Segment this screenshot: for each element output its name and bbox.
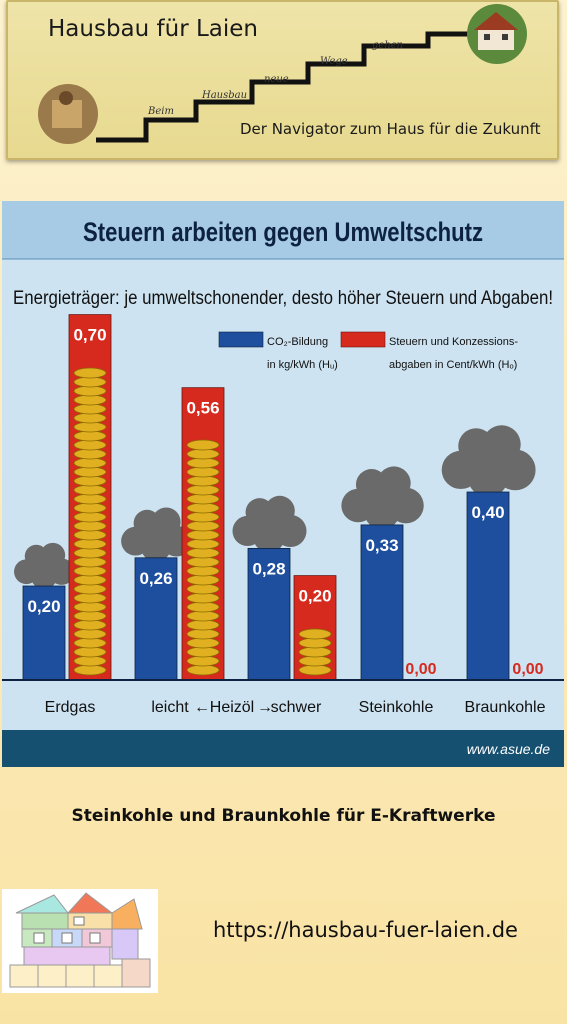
stairs-graphic xyxy=(38,4,527,144)
stair-word-5: gehen xyxy=(372,40,404,51)
category-label-braunkohle: Braunkohle xyxy=(465,699,546,716)
stair-word-3: neue xyxy=(264,74,289,85)
co2-bar xyxy=(22,585,66,681)
co2-value-label: 0,28 xyxy=(252,559,285,578)
smoke-cloud-icon xyxy=(341,466,424,530)
source-band xyxy=(2,730,564,767)
coin-stack-icon xyxy=(186,439,220,676)
arrow-right-icon: → xyxy=(257,699,273,716)
legend-label-co2-2: in kg/kWh (Hᵤ) xyxy=(267,359,338,371)
category-label-leicht: leicht xyxy=(151,699,189,716)
co2-bar xyxy=(360,524,404,681)
co2-bar xyxy=(134,557,178,681)
category-label-steinkohle: Steinkohle xyxy=(359,699,434,716)
category-label-schwer: schwer xyxy=(271,699,322,716)
bars-layer: 0,20 0,26 0,28 0,33 0,40 0,70 0,56 0,20 0,00 0,00 xyxy=(14,314,544,681)
header-banner: Hausbau für Laien Beim Hausbau neue Wege… xyxy=(6,0,559,160)
tax-value-label: 0,70 xyxy=(73,326,106,345)
tax-value-label: 0,56 xyxy=(186,399,219,418)
co2-value-label: 0,40 xyxy=(471,503,504,522)
smoke-cloud-icon xyxy=(232,495,307,553)
tax-value-label: 0,00 xyxy=(405,661,436,678)
legend-label-tax-1: Steuern und Konzessions- xyxy=(389,336,518,348)
stair-word-4: Wege xyxy=(320,56,348,67)
caption: Steinkohle und Braunkohle für E-Kraftwer… xyxy=(71,806,496,826)
chart-title-band xyxy=(2,201,564,259)
category-label-heizoel: Heizöl xyxy=(210,699,254,716)
house-image xyxy=(467,4,527,64)
house-blocks-icon xyxy=(9,892,151,988)
smoke-cloud-icon xyxy=(121,507,192,562)
site-subtitle: Der Navigator zum Haus für die Zukunft xyxy=(240,120,541,138)
legend-swatch-co2 xyxy=(218,331,264,348)
chart-title: Steuern arbeiten gegen Umweltschutz xyxy=(83,217,483,247)
legend-label-co2-1: CO₂-Bildung xyxy=(267,336,328,348)
coin-stack-icon xyxy=(298,628,332,676)
smoke-cloud-icon xyxy=(14,542,75,590)
stair-word-2: Hausbau xyxy=(202,90,248,101)
tax-value-label: 0,00 xyxy=(512,661,543,678)
co2-value-label: 0,26 xyxy=(139,569,172,588)
category-label-erdgas: Erdgas xyxy=(45,699,96,716)
website-url[interactable]: https://hausbau-fuer-laien.de xyxy=(213,918,518,942)
source-label: www.asue.de xyxy=(467,741,550,757)
arrow-left-icon: ← xyxy=(194,699,210,716)
legend-label-tax-2: abgaben in Cent/kWh (Hₒ) xyxy=(389,359,517,371)
co2-value-label: 0,33 xyxy=(365,536,398,555)
coin-stack-icon xyxy=(73,367,107,676)
smoke-cloud-icon xyxy=(441,425,536,498)
tax-value-label: 0,20 xyxy=(298,587,331,606)
site-title: Hausbau für Laien xyxy=(48,16,258,42)
person-image xyxy=(38,84,98,144)
co2-bar xyxy=(466,491,510,681)
chart-subtitle: Energieträger: je umweltschonender, dest… xyxy=(13,288,553,309)
legend-swatch-tax xyxy=(340,331,386,348)
stair-word-1: Beim xyxy=(148,106,174,117)
co2-bar xyxy=(247,547,291,681)
tax-co2-chart: Steuern arbeiten gegen Umweltschutz Ener… xyxy=(2,201,564,767)
co2-value-label: 0,20 xyxy=(27,597,60,616)
house-logo xyxy=(2,889,158,993)
